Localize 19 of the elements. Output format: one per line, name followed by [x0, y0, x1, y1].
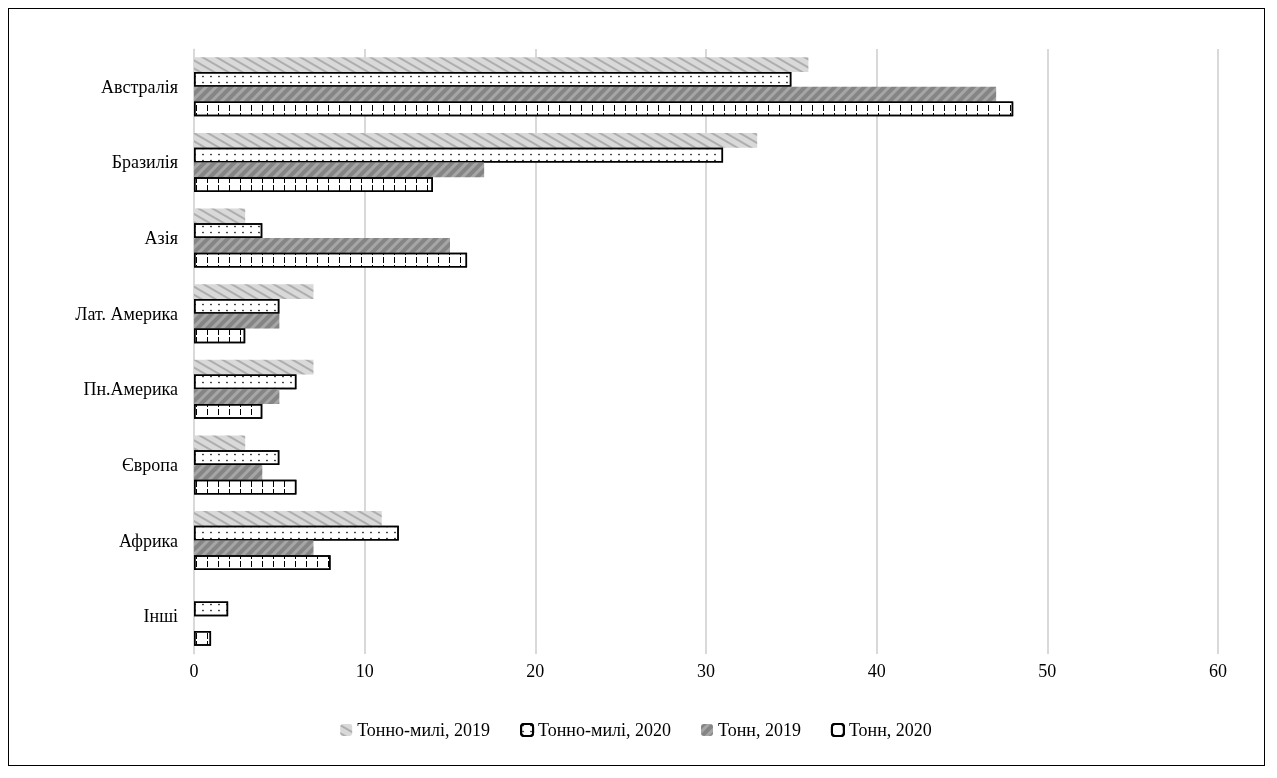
legend-label: Тонн, 2019: [718, 720, 801, 740]
y-tick-label: Європа: [121, 454, 178, 475]
y-tick-label: Африка: [118, 530, 178, 551]
y-tick-label: Лат. Америка: [75, 303, 179, 324]
legend-label: Тонн, 2020: [848, 720, 932, 740]
x-tick-label: 10: [355, 661, 374, 681]
x-tick-label: 60: [1209, 661, 1227, 681]
x-tick-label: 30: [697, 661, 715, 681]
x-tick-label: 50: [1038, 661, 1057, 681]
x-tick-label: 0: [189, 661, 199, 681]
x-tick-label: 40: [867, 661, 886, 681]
legend-label: Тонно-милі, 2019: [357, 720, 491, 740]
y-tick-label: Азія: [144, 228, 178, 249]
legend-label: Тонно-милі, 2020: [538, 720, 672, 740]
y-tick-label: Пн.Америка: [83, 379, 179, 400]
y-tick-label: Австралія: [101, 76, 178, 97]
y-tick-label: Інші: [143, 606, 178, 627]
x-tick-label: 20: [526, 661, 545, 681]
y-tick-label: Бразилія: [111, 152, 178, 173]
